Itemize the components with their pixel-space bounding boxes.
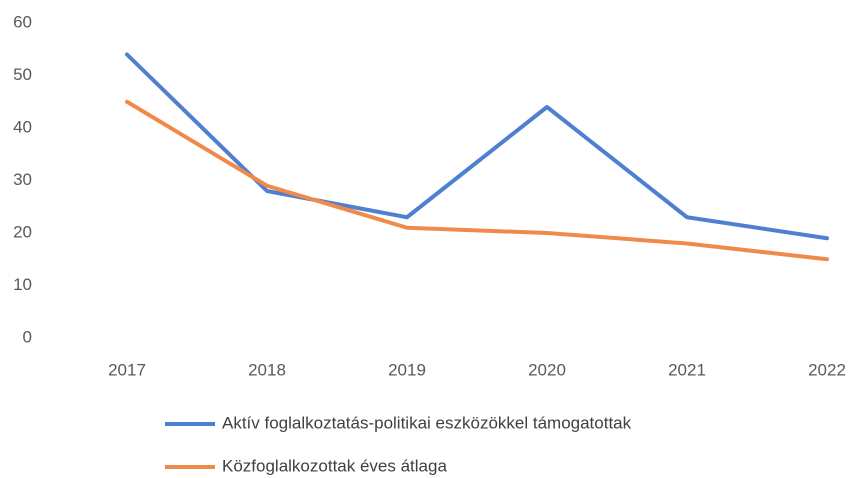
legend-label: Aktív foglalkoztatás-politikai eszközökk… <box>222 413 632 432</box>
y-tick-label: 0 <box>23 327 32 346</box>
x-tick-label: 2017 <box>108 360 146 379</box>
y-tick-label: 30 <box>13 170 32 189</box>
series-line <box>125 52 829 241</box>
x-tick-label: 2019 <box>388 360 426 379</box>
legend-label: Közfoglalkozottak éves átlaga <box>222 456 447 475</box>
y-tick-label: 20 <box>13 222 32 241</box>
y-tick-label: 50 <box>13 65 32 84</box>
x-tick-label: 2018 <box>248 360 286 379</box>
x-tick-label: 2022 <box>808 360 846 379</box>
x-tick-label: 2020 <box>528 360 566 379</box>
y-tick-label: 60 <box>13 12 32 31</box>
y-tick-label: 10 <box>13 275 32 294</box>
y-tick-label: 40 <box>13 117 32 136</box>
series-line <box>125 99 829 262</box>
x-tick-label: 2021 <box>668 360 706 379</box>
